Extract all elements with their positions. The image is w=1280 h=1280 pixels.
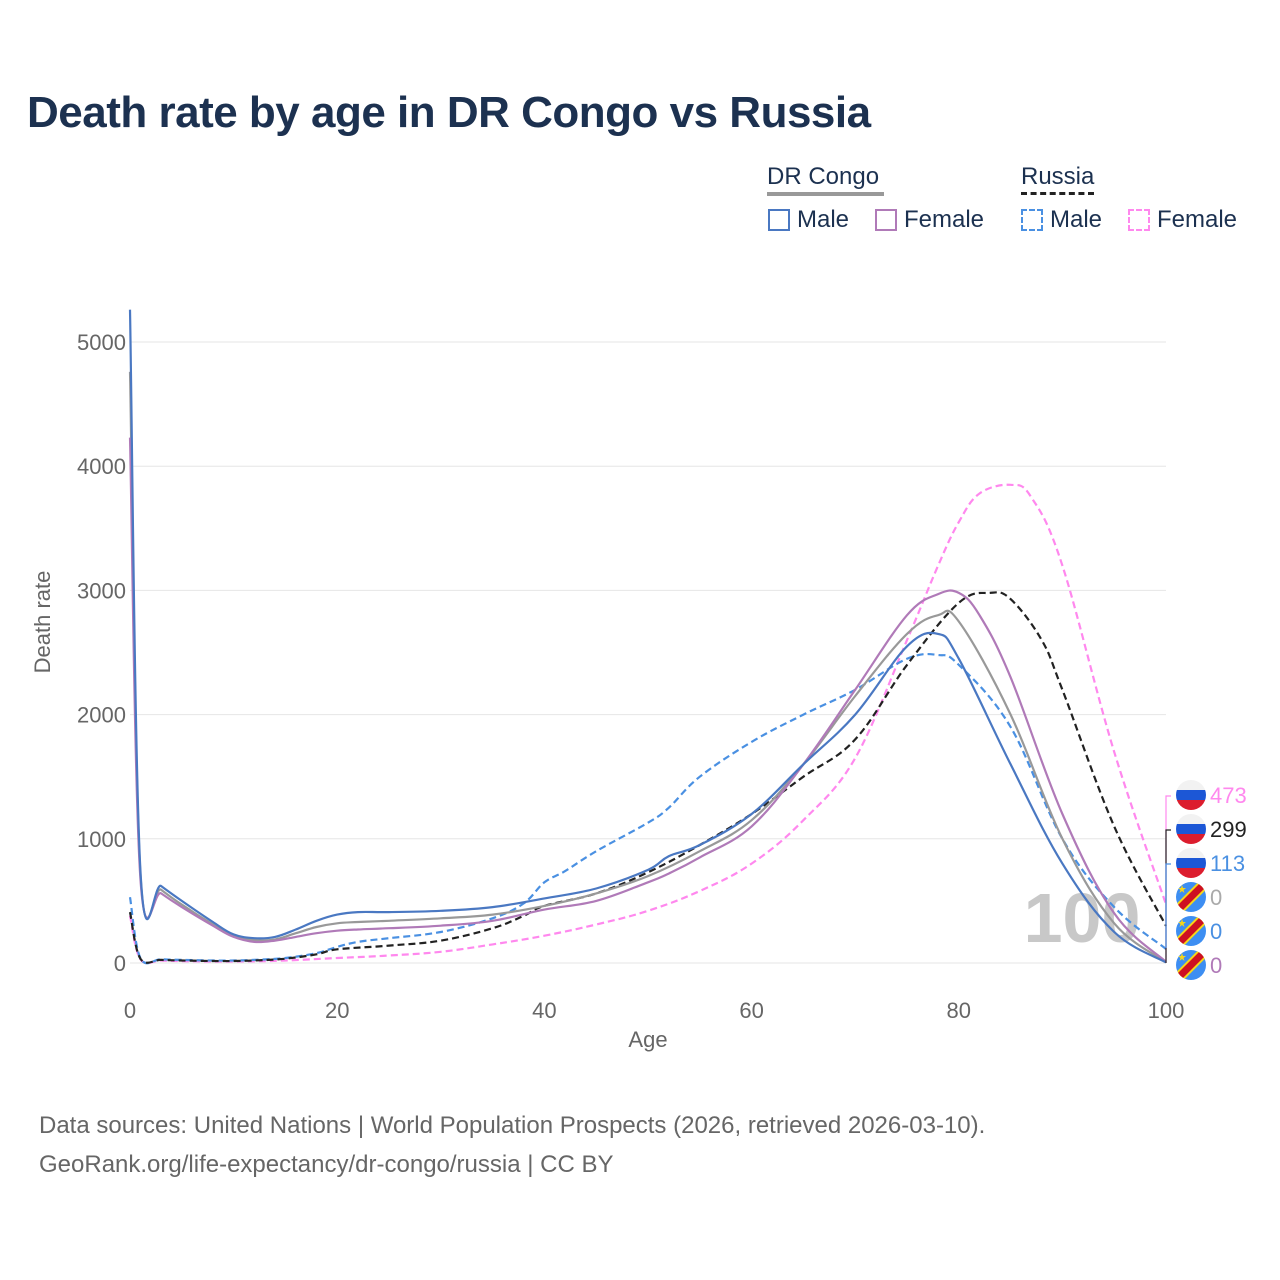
end-label-1: 299 [1176,814,1247,844]
end-label-value: 299 [1210,817,1247,842]
y-tick-label: 5000 [77,330,126,355]
x-tick-label: 20 [325,998,349,1023]
series-line-russia-both[interactable] [128,591,1167,964]
legend-group-dr-congo-line [767,192,884,196]
y-tick-label: 4000 [77,454,126,479]
dr-congo-flag-icon [1176,882,1206,912]
series-line-russia-female[interactable] [128,483,1168,965]
end-label-value: 0 [1210,919,1222,944]
end-label-4: 0 [1176,916,1222,946]
x-tick-label: 100 [1148,998,1185,1023]
dr-congo-flag-icon [1176,916,1206,946]
chart-area: 100 0 1000 2000 3000 4000 5000 0 20 40 60 80 100 A… [30,309,1247,1052]
end-label-5: 0 [1176,950,1222,980]
russia-flag-icon [1176,814,1206,844]
end-label-value: 113 [1210,851,1245,876]
legend-group-russia-line [1021,192,1094,195]
legend-label: Female [904,206,985,233]
legend-label: Female [1157,206,1238,233]
year-watermark: 100 [1024,879,1141,957]
legend-group-russia[interactable]: Russia [1021,163,1095,190]
y-tick-label: 1000 [77,827,126,852]
x-tick-label: 60 [739,998,763,1023]
y-tick-label: 3000 [77,578,126,603]
end-label-2: 113 [1176,848,1245,878]
y-tick-label: 2000 [77,703,126,728]
end-label-connector [1165,863,1171,948]
legend-label: Male [1050,206,1103,233]
x-axis-label: Age [628,1027,667,1052]
end-label-value: 0 [1210,953,1222,978]
legend-swatch [875,209,897,231]
series-lines [128,309,1168,965]
x-tick-label: 80 [947,998,971,1023]
russia-flag-icon [1176,848,1206,878]
legend-item-dr-congo-female[interactable]: Female [875,206,984,234]
chart-title: Death rate by age in DR Congo vs Russia [27,88,871,137]
x-tick-label: 40 [532,998,556,1023]
end-labels: 473 299 113 0 0 0 [1165,780,1247,980]
legend-item-dr-congo-male[interactable]: Male [768,206,849,234]
legend-swatch [1128,209,1150,231]
end-label-value: 473 [1210,783,1247,808]
y-axis-label: Death rate [30,571,55,674]
grid-lines [130,341,1166,964]
end-label-3: 0 [1176,882,1222,912]
series-line-dr-congo-both[interactable] [128,371,1167,963]
y-tick-label: 0 [114,951,126,976]
end-label-connector [1165,829,1171,963]
series-line-dr-congo-female[interactable] [128,437,1167,963]
legend-item-russia-female[interactable]: Female [1128,206,1237,234]
legend-swatch [768,209,790,231]
footer-link[interactable]: GeoRank.org/life-expectancy/dr-congo/rus… [39,1151,614,1178]
russia-flag-icon [1176,780,1206,810]
end-label-connector [1165,795,1171,963]
end-label-value: 0 [1210,885,1222,910]
dr-congo-flag-icon [1176,950,1206,980]
legend-label: Male [797,206,850,233]
series-line-dr-congo-male[interactable] [128,309,1167,964]
footer-sources: Data sources: United Nations | World Pop… [39,1112,986,1139]
footer: Data sources: United Nations | World Pop… [39,1106,985,1184]
y-axis-ticks: 0 1000 2000 3000 4000 5000 [77,330,126,976]
legend-item-russia-male[interactable]: Male [1021,206,1102,234]
x-axis-ticks: 0 20 40 60 80 100 [124,998,1184,1023]
legend-group-dr-congo[interactable]: DR Congo [767,163,880,190]
x-tick-label: 0 [124,998,136,1023]
end-label-0: 473 [1176,780,1247,810]
legend-swatch [1021,209,1043,231]
series-line-russia-male[interactable] [128,652,1167,965]
